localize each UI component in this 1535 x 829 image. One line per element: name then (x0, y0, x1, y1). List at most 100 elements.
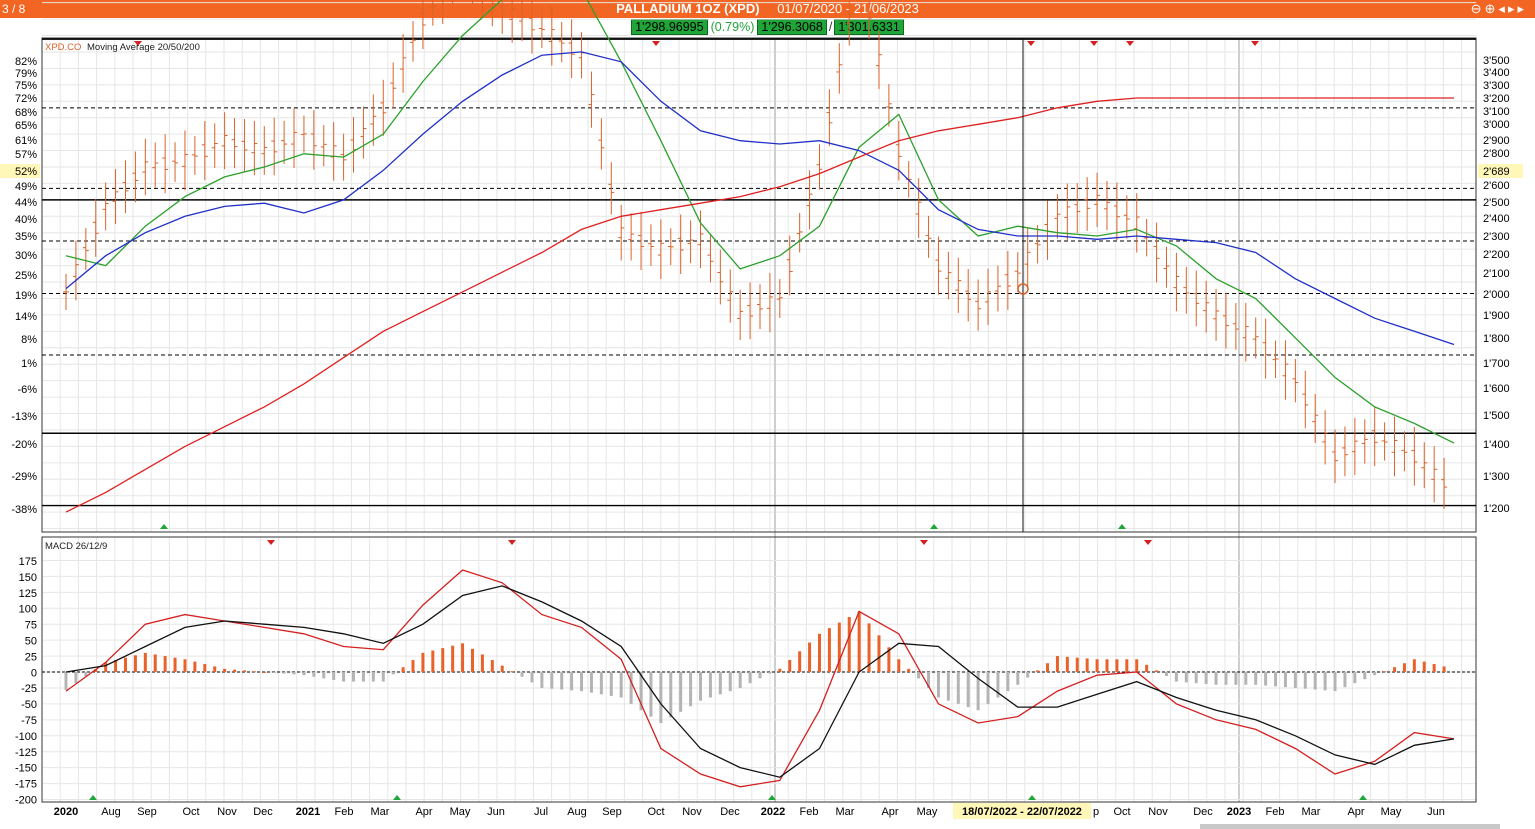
macd-histogram-bar (907, 668, 911, 672)
right-axis-tick-label: 2'900 (1483, 135, 1510, 147)
x-axis-tick-label: Nov (682, 806, 702, 818)
ma50-line (65, 51, 1455, 346)
macd-axis-tick-label: 25 (25, 651, 37, 663)
macd-axis-tick-label: 125 (19, 588, 37, 600)
macd-histogram-bar (540, 672, 544, 688)
right-axis-tick-label: 2'200 (1483, 249, 1510, 261)
macd-histogram-bar (1105, 659, 1109, 672)
macd-histogram-bar (609, 672, 613, 696)
macd-histogram-bar (1075, 657, 1079, 672)
macd-histogram-bar (480, 654, 484, 672)
sell-signal-marker (267, 540, 275, 545)
macd-axis-tick-label: 100 (19, 604, 37, 616)
x-axis-tick-label: Nov (1148, 806, 1168, 818)
macd-histogram-bar (461, 643, 465, 672)
macd-histogram-bar (798, 651, 802, 672)
macd-histogram-bar (163, 656, 167, 672)
left-axis-tick-label: 25% (15, 270, 37, 282)
buy-signal-marker (930, 524, 938, 529)
x-axis-tick-label: Apr (1347, 806, 1364, 818)
macd-axis-tick-label: -150 (15, 763, 37, 775)
highlight-right: 2'689 (1483, 166, 1510, 178)
next-icon[interactable]: ▸ (1507, 1, 1518, 16)
left-axis-tick-label: 65% (15, 120, 37, 132)
window-controls: ⊖⊕◂▸▸ (1471, 1, 1527, 17)
right-axis-tick-label: 2'000 (1483, 289, 1510, 301)
macd-histogram-bar (104, 662, 108, 672)
sell-signal-marker (920, 540, 928, 545)
change-percent: (0.79%) (710, 20, 755, 34)
horizontal-scrollbar[interactable] (1200, 824, 1500, 829)
macd-histogram-bar (1303, 672, 1307, 689)
macd-histogram-bar (1442, 666, 1446, 672)
macd-histogram-bar (1006, 672, 1010, 692)
macd-axis-tick-label: 150 (19, 572, 37, 584)
macd-axis-tick-label: -200 (15, 795, 37, 807)
macd-histogram-bar (153, 654, 157, 672)
zoom-out-icon[interactable]: ⊖ (1470, 1, 1485, 16)
x-axis-tick-label: Mar (1302, 806, 1321, 818)
macd-histogram-bar (1432, 664, 1436, 672)
sell-signal-marker (508, 540, 516, 545)
macd-axis: 175 150 125 100 75 50 25 0 -25 -50 -75 -100 -125 -150… (15, 556, 37, 807)
macd-histogram-bar (411, 660, 415, 672)
macd-histogram-bar (342, 672, 346, 682)
price-separator: / (828, 20, 833, 34)
macd-histogram-bar (500, 665, 504, 672)
macd-panel-frame (41, 536, 1477, 803)
x-axis-tick-label: Mar (371, 806, 390, 818)
macd-histogram-bar (262, 672, 266, 673)
left-axis-tick-label: 30% (15, 250, 37, 262)
macd-line (65, 569, 1455, 788)
x-axis-tick-label: Sep (137, 806, 157, 818)
macd-histogram-bar (599, 672, 603, 695)
buy-signal-marker (768, 795, 776, 800)
macd-histogram-bar (1145, 664, 1149, 672)
macd-histogram-bar (1204, 672, 1208, 684)
macd-histogram-bar (619, 672, 623, 698)
sell-signal-marker (1090, 41, 1098, 46)
macd-axis-tick-label: -75 (21, 715, 37, 727)
highlight-right-bg (1478, 164, 1523, 178)
right-axis-tick-label: 3'400 (1483, 67, 1510, 79)
right-axis-tick-label: 1'700 (1483, 358, 1510, 370)
macd-histogram-bar (867, 623, 871, 672)
macd-histogram-bar (451, 645, 455, 672)
macd-histogram-bar (1353, 672, 1357, 684)
title-bar: 3 / 8 PALLADIUM 1OZ (XPD) 01/07/2020 - 2… (0, 0, 1535, 18)
highlight-left-bg (0, 164, 40, 178)
macd-histogram-bar (1343, 672, 1347, 688)
macd-histogram-bar (847, 617, 851, 672)
macd-histogram-bar (114, 660, 118, 672)
x-axis-tick-label: 2023 (1227, 806, 1251, 818)
macd-histogram-bar (1194, 672, 1198, 684)
macd-axis-tick-label: -175 (15, 779, 37, 791)
zoom-in-icon[interactable]: ⊕ (1484, 1, 1499, 16)
page-counter[interactable]: 3 / 8 (2, 2, 26, 16)
macd-histogram-bar (768, 672, 772, 674)
macd-histogram-bar (708, 672, 712, 698)
left-percent-axis: 82%79%75%72% 68%65% 61% 57% 49% 44% 40% 35% 30% 2… (11, 56, 37, 516)
x-axis-tick-label: Mar (836, 806, 855, 818)
macd-histogram-bar (74, 672, 78, 683)
macd-histogram-bar (1264, 672, 1268, 686)
macd-histogram-bar (1065, 656, 1069, 672)
macd-histogram-bar (778, 668, 782, 672)
left-axis-tick-label: 57% (15, 149, 37, 161)
left-axis-tick-label: 40% (15, 214, 37, 226)
right-axis-tick-label: 1'900 (1483, 310, 1510, 322)
left-axis-tick-label: 14% (15, 311, 37, 323)
macd-histogram-bar (580, 672, 584, 692)
macd-histogram-bar (143, 652, 147, 672)
macd-histogram-bar (589, 672, 593, 693)
macd-histogram-bar (788, 660, 792, 672)
menu-icon[interactable]: ▸ (1517, 1, 1527, 16)
macd-histogram-bar (837, 622, 841, 672)
macd-histogram-bar (391, 672, 395, 675)
macd-histogram-bar (827, 628, 831, 672)
prev-icon[interactable]: ◂ (1498, 1, 1508, 16)
macd-histogram-bar (1026, 672, 1030, 678)
macd-histogram-bar (401, 667, 405, 672)
macd-histogram-bar (282, 672, 286, 674)
